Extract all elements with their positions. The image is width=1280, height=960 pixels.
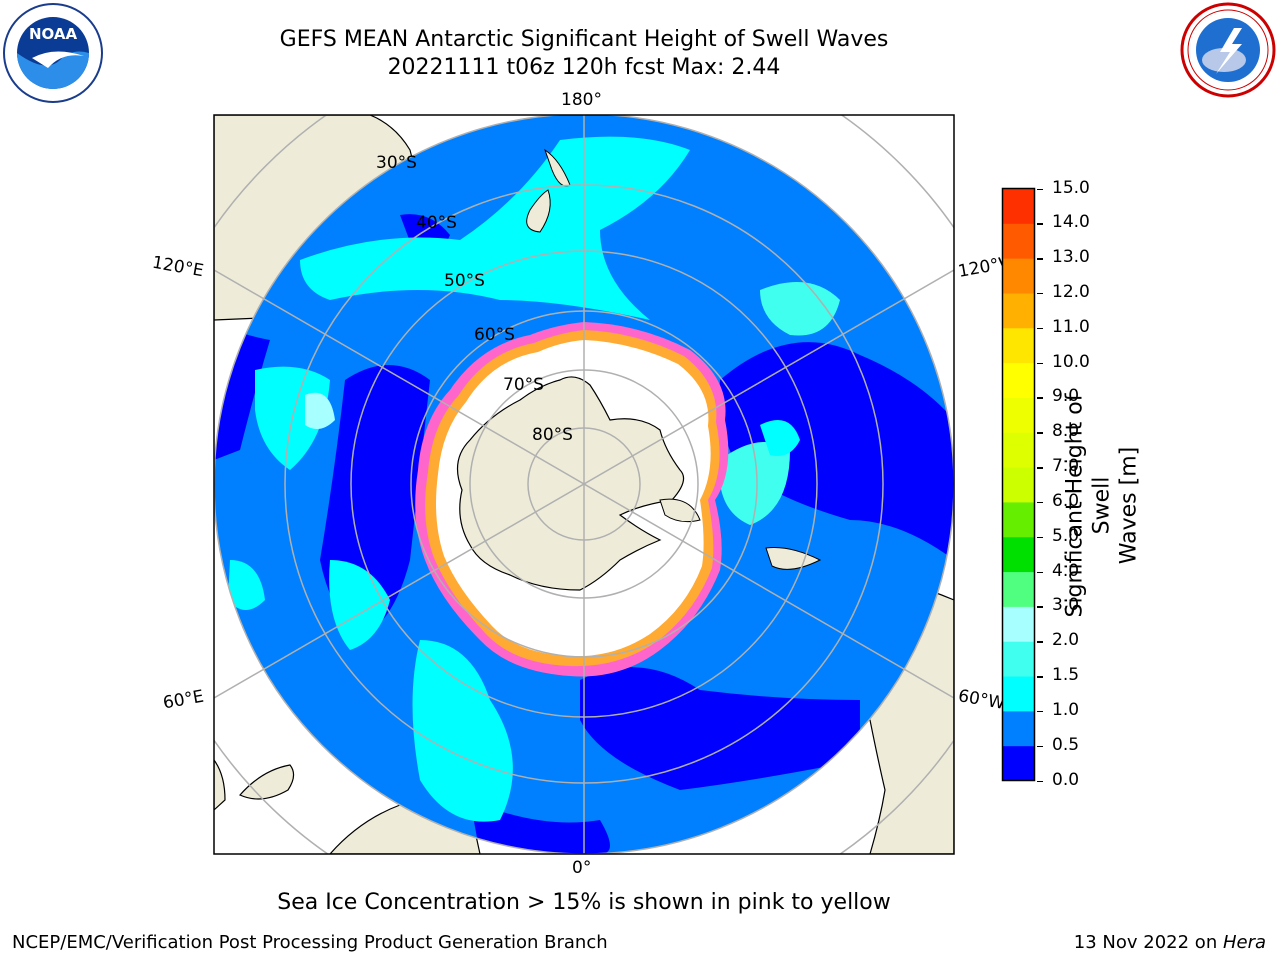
colorbar-tick-label: 4.0 [1052, 560, 1080, 581]
credit-text: NCEP/EMC/Verification Post Processing Pr… [12, 932, 608, 953]
colorbar-band [1002, 432, 1035, 468]
colorbar-tick-label: 8.0 [1052, 421, 1080, 442]
lat-label-60s: 60°S [474, 325, 515, 345]
meridian-120e-60w [214, 269, 954, 699]
colorbar-tick-label: 14.0 [1052, 212, 1090, 233]
lat-label-70s: 70°S [503, 375, 544, 395]
colorbar-band [1002, 571, 1035, 607]
colorbar-tick-mark [1037, 780, 1043, 782]
colorbar-tick-label: 0.0 [1052, 769, 1080, 790]
colorbar-tick-label: 1.5 [1052, 665, 1080, 686]
land-africa-edge [214, 758, 226, 811]
swell-cyan-east-1 [760, 282, 840, 336]
colorbar-band [1002, 501, 1035, 538]
colorbar-tick-label: 15.0 [1052, 177, 1090, 198]
colorbar-tick-label: 7.0 [1052, 456, 1080, 477]
colorbar-tick-label: 10.0 [1052, 351, 1090, 372]
machine-name: Hera [1222, 932, 1266, 953]
colorbar-label-line2: Waves [m] [1116, 446, 1142, 565]
graticule [214, 115, 954, 854]
colorbar-band [1002, 258, 1035, 294]
land-south-america-tip [765, 547, 822, 570]
colorbar-tick-label: 1.0 [1052, 699, 1080, 720]
swell-cyan-south-indian [412, 640, 513, 822]
colorbar-label: Significant Height of Swell Waves [m] [1062, 376, 1143, 636]
colorbar-band [1002, 536, 1035, 573]
noaa-logo-text: NOAA [29, 25, 78, 43]
map-frame [213, 114, 955, 855]
colorbar-tick-mark [1037, 501, 1043, 504]
lat-label-50s: 50°S [444, 271, 485, 291]
colorbar-tick-mark [1037, 676, 1043, 678]
colorbar-band [1002, 606, 1035, 642]
colorbar-tick-label: 3.0 [1052, 595, 1080, 616]
colorbar-tick-label: 9.0 [1052, 386, 1080, 407]
colorbar-tick-label: 11.0 [1052, 316, 1090, 337]
colorbar-tick-mark [1037, 327, 1043, 330]
colorbar-tick-mark [1037, 188, 1043, 190]
swell-low-bottom [470, 800, 610, 854]
colorbar-tick-label: 12.0 [1052, 281, 1090, 302]
swell-cyan-sw [329, 560, 390, 650]
colorbar-tick-label: 6.0 [1052, 490, 1080, 511]
colorbar-band [1002, 362, 1035, 398]
nws-logo [1176, 0, 1280, 104]
colorbar-tick-mark [1037, 641, 1043, 643]
land-new-zealand-south [526, 189, 551, 233]
meridian-label-180: 180° [561, 90, 602, 110]
date-text: 13 Nov 2022 on Hera [1074, 932, 1266, 953]
meridian-label-0: 0° [572, 858, 592, 878]
swell-cyan-sw2 [228, 560, 265, 610]
colorbar-tick-mark [1037, 571, 1043, 574]
sea-ice-note: Sea Ice Concentration > 15% is shown in … [277, 890, 891, 915]
colorbar-band [1002, 745, 1035, 781]
land-antarctic-peninsula [659, 498, 701, 523]
lat-label-30s: 30°S [376, 153, 417, 173]
swell-low-atlantic [580, 667, 860, 790]
lat-label-80s: 80°S [532, 425, 573, 445]
colorbar-band [1002, 327, 1035, 364]
colorbar-band [1002, 710, 1035, 747]
colorbar-tick-label: 13.0 [1052, 247, 1090, 268]
swell-cyan-tasman [300, 136, 690, 320]
colorbar-tick-label: 5.0 [1052, 525, 1080, 546]
colorbar-tick-mark [1037, 258, 1043, 260]
colorbar-tick-mark [1037, 745, 1043, 748]
colorbar-band [1002, 223, 1035, 259]
colorbar-tick-mark [1037, 536, 1043, 539]
colorbar-tick-mark [1037, 467, 1043, 469]
swell-cyan-east-3 [760, 420, 800, 456]
colorbar-tick-mark [1037, 292, 1043, 295]
colorbar [1001, 187, 1036, 782]
colorbar-tick-mark [1037, 606, 1043, 608]
colorbar-band [1002, 467, 1035, 503]
date-label: 13 Nov 2022 on [1073, 932, 1223, 953]
colorbar-tick-mark [1037, 710, 1043, 713]
colorbar-band [1002, 397, 1035, 433]
swell-cyan-east-2 [719, 442, 790, 525]
land-antarctica [456, 376, 685, 591]
colorbar-tick-mark [1037, 397, 1043, 399]
colorbar-label-line1: Significant Height of Swell [1062, 393, 1115, 618]
lat-label-40s: 40°S [416, 213, 457, 233]
colorbar-tick-mark [1037, 432, 1043, 434]
colorbar-tick-mark [1037, 223, 1043, 225]
colorbar-tick-label: 2.0 [1052, 630, 1080, 651]
colorbar-tick-mark [1037, 362, 1043, 365]
swell-lightcyan-patch [305, 392, 335, 429]
colorbar-tick-label: 0.5 [1052, 734, 1080, 755]
colorbar-band [1002, 676, 1035, 712]
colorbar-band [1002, 641, 1035, 677]
noaa-logo: NOAA [2, 2, 104, 104]
colorbar-band [1002, 292, 1035, 329]
colorbar-band [1002, 188, 1035, 224]
chart-subtitle: 20221111 t06z 120h fcst Max: 2.44 [387, 55, 781, 80]
chart-title: GEFS MEAN Antarctic Significant Height o… [279, 27, 889, 52]
swell-low-pacific-right [719, 342, 954, 560]
